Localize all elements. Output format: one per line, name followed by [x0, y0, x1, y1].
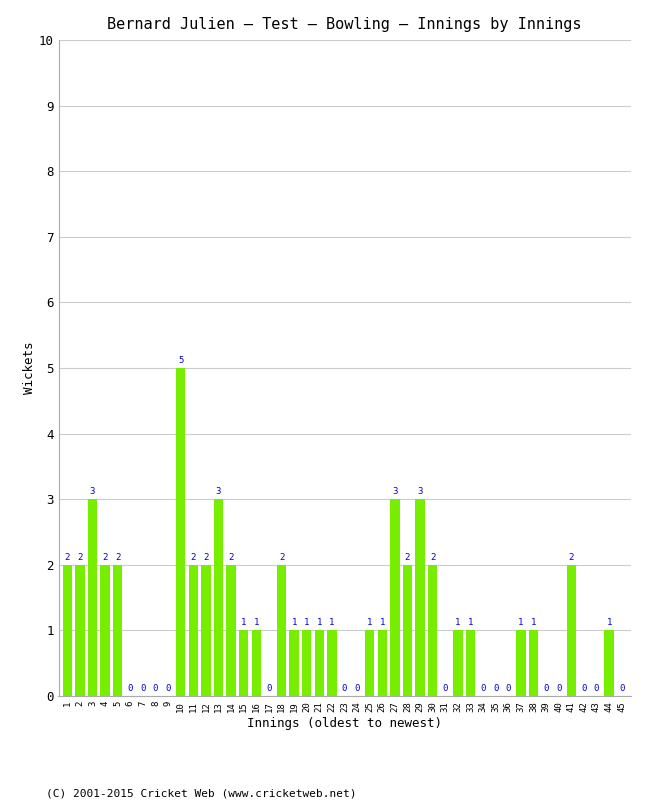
Bar [226, 565, 236, 696]
Text: 2: 2 [103, 553, 108, 562]
Text: 0: 0 [127, 684, 133, 693]
Text: 0: 0 [556, 684, 562, 693]
Bar [378, 630, 387, 696]
Bar [302, 630, 311, 696]
Bar [289, 630, 299, 696]
Bar [466, 630, 475, 696]
Text: 2: 2 [203, 553, 209, 562]
Text: (C) 2001-2015 Cricket Web (www.cricketweb.net): (C) 2001-2015 Cricket Web (www.cricketwe… [46, 788, 356, 798]
Bar [567, 565, 576, 696]
Text: 0: 0 [619, 684, 625, 693]
Bar [315, 630, 324, 696]
Text: 2: 2 [115, 553, 120, 562]
Text: 2: 2 [190, 553, 196, 562]
Bar [239, 630, 248, 696]
Text: 0: 0 [140, 684, 146, 693]
Text: 3: 3 [216, 487, 221, 496]
Bar [75, 565, 84, 696]
Bar [453, 630, 463, 696]
Bar [277, 565, 286, 696]
Bar [604, 630, 614, 696]
X-axis label: Innings (oldest to newest): Innings (oldest to newest) [247, 717, 442, 730]
Text: 0: 0 [581, 684, 586, 693]
Bar [100, 565, 110, 696]
Text: 1: 1 [367, 618, 372, 627]
Text: 2: 2 [279, 553, 284, 562]
Bar [88, 499, 97, 696]
Text: 0: 0 [342, 684, 347, 693]
Text: 1: 1 [518, 618, 524, 627]
Text: 2: 2 [569, 553, 574, 562]
Text: 1: 1 [241, 618, 246, 627]
Text: 0: 0 [493, 684, 499, 693]
Text: 1: 1 [317, 618, 322, 627]
Text: 2: 2 [228, 553, 234, 562]
Bar [252, 630, 261, 696]
Text: 0: 0 [543, 684, 549, 693]
Text: 0: 0 [266, 684, 272, 693]
Text: 3: 3 [392, 487, 398, 496]
Text: 1: 1 [455, 618, 461, 627]
Text: 2: 2 [405, 553, 410, 562]
Text: 0: 0 [506, 684, 511, 693]
Bar [113, 565, 122, 696]
Text: 0: 0 [354, 684, 360, 693]
Text: 1: 1 [468, 618, 473, 627]
Text: 1: 1 [254, 618, 259, 627]
Text: 3: 3 [417, 487, 422, 496]
Bar [528, 630, 538, 696]
Text: 1: 1 [291, 618, 297, 627]
Text: 3: 3 [90, 487, 95, 496]
Bar [327, 630, 337, 696]
Text: 1: 1 [329, 618, 335, 627]
Bar [214, 499, 223, 696]
Bar [516, 630, 526, 696]
Text: 0: 0 [165, 684, 171, 693]
Title: Bernard Julien – Test – Bowling – Innings by Innings: Bernard Julien – Test – Bowling – Inning… [107, 17, 582, 32]
Bar [365, 630, 374, 696]
Text: 2: 2 [64, 553, 70, 562]
Bar [415, 499, 425, 696]
Text: 1: 1 [304, 618, 309, 627]
Bar [403, 565, 412, 696]
Text: 5: 5 [178, 356, 183, 365]
Text: 1: 1 [606, 618, 612, 627]
Text: 1: 1 [531, 618, 536, 627]
Bar [428, 565, 437, 696]
Y-axis label: Wickets: Wickets [23, 342, 36, 394]
Text: 2: 2 [77, 553, 83, 562]
Text: 0: 0 [480, 684, 486, 693]
Text: 1: 1 [380, 618, 385, 627]
Bar [176, 368, 185, 696]
Text: 0: 0 [153, 684, 158, 693]
Bar [188, 565, 198, 696]
Text: 0: 0 [594, 684, 599, 693]
Text: 2: 2 [430, 553, 436, 562]
Bar [390, 499, 400, 696]
Bar [202, 565, 211, 696]
Bar [62, 565, 72, 696]
Text: 0: 0 [443, 684, 448, 693]
